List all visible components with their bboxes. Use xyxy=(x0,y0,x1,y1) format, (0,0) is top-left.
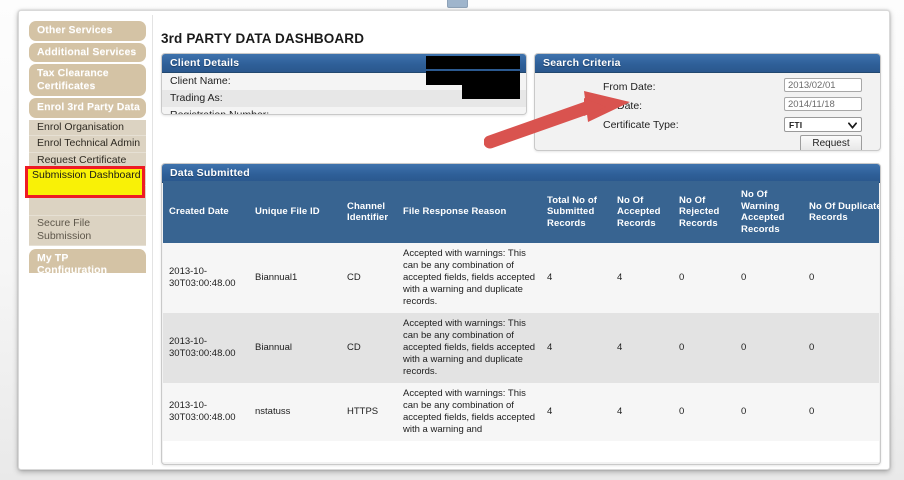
sidebar-section-other-services[interactable]: Other Services xyxy=(29,21,146,41)
search-criteria-panel-title: Search Criteria xyxy=(535,54,880,73)
sidebar-empty-area xyxy=(23,273,152,465)
cell-created-date: 2013-10-30T03:00:48.00 xyxy=(163,243,249,313)
redaction-block-client-name xyxy=(426,56,520,69)
col-created-date[interactable]: Created Date xyxy=(163,181,249,243)
cell-unique-file-id: Biannual1 xyxy=(249,243,341,313)
col-accepted-records[interactable]: No Of Accepted Records xyxy=(611,181,673,243)
sidebar-item-label: Enrol Organisation xyxy=(37,120,124,133)
cell-file-response-reason: Accepted with warnings: This can be any … xyxy=(397,383,541,441)
cell-file-response-reason: Accepted with warnings: This can be any … xyxy=(397,313,541,383)
cell-channel-identifier: CD xyxy=(341,313,397,383)
redaction-block-trading-as xyxy=(426,71,520,85)
cell-duplicated: 0 xyxy=(803,313,879,383)
cell-rejected: 0 xyxy=(673,243,735,313)
col-duplicated-records[interactable]: No Of Duplicated Records xyxy=(803,181,879,243)
cell-total-submitted: 4 xyxy=(541,243,611,313)
certificate-type-selected-value: FTI xyxy=(789,120,803,130)
cell-rejected: 0 xyxy=(673,383,735,441)
certificate-type-label: Certificate Type: xyxy=(603,119,679,131)
sidebar-item-enrol-organisation[interactable]: Enrol Organisation xyxy=(29,119,146,136)
cell-warning-accepted: 0 xyxy=(735,313,803,383)
to-date-label: To Date: xyxy=(603,100,643,112)
cell-unique-file-id: Biannual xyxy=(249,313,341,383)
from-date-input[interactable]: 2013/02/01 xyxy=(784,78,862,92)
search-criteria-panel: Search Criteria From Date: 2013/02/01 To… xyxy=(534,53,881,151)
cell-warning-accepted: 0 xyxy=(735,383,803,441)
data-submitted-table-scroll[interactable]: Created Date Unique File ID Channel Iden… xyxy=(163,181,879,462)
registration-number-label: Registration Number: xyxy=(170,109,270,115)
cell-accepted: 4 xyxy=(611,383,673,441)
sidebar-section-additional-services[interactable]: Additional Services xyxy=(29,42,146,62)
cell-unique-file-id: nstatuss xyxy=(249,383,341,441)
cell-accepted: 4 xyxy=(611,243,673,313)
certificate-type-dropdown[interactable]: FTI xyxy=(784,117,862,132)
cell-channel-identifier: CD xyxy=(341,243,397,313)
col-unique-file-id[interactable]: Unique File ID xyxy=(249,181,341,243)
cell-accepted: 4 xyxy=(611,313,673,383)
cell-rejected: 0 xyxy=(673,313,735,383)
sidebar-section-label: Tax Clearance Certificates xyxy=(37,67,109,92)
col-total-submitted-records[interactable]: Total No of Submitted Records xyxy=(541,181,611,243)
from-date-row: From Date: 2013/02/01 xyxy=(535,78,880,97)
top-window-nub xyxy=(447,0,468,8)
sidebar-item-label: Request Certificate xyxy=(37,153,127,166)
submission-dashboard-highlight-label[interactable]: Submission Dashboard xyxy=(32,169,141,181)
col-file-response-reason[interactable]: File Response Reason xyxy=(397,181,541,243)
chevron-down-icon xyxy=(848,122,857,129)
from-date-label: From Date: xyxy=(603,81,656,93)
page-title: 3rd PARTY DATA DASHBOARD xyxy=(161,31,365,46)
sidebar-section-label: Other Services xyxy=(37,24,113,36)
col-warning-accepted-records[interactable]: No Of Warning Accepted Records xyxy=(735,181,803,243)
col-channel-identifier[interactable]: Channel Identifier xyxy=(341,181,397,243)
table-body: 2013-10-30T03:00:48.00 Biannual1 CD Acce… xyxy=(163,243,879,441)
cell-created-date: 2013-10-30T03:00:48.00 xyxy=(163,313,249,383)
cell-warning-accepted: 0 xyxy=(735,243,803,313)
table-header-row: Created Date Unique File ID Channel Iden… xyxy=(163,181,879,243)
table-row[interactable]: 2013-10-30T03:00:48.00 nstatuss HTTPS Ac… xyxy=(163,383,879,441)
trading-as-label: Trading As: xyxy=(170,92,223,104)
table-head: Created Date Unique File ID Channel Iden… xyxy=(163,181,879,243)
sidebar-section-label: Additional Services xyxy=(37,45,137,58)
cell-total-submitted: 4 xyxy=(541,383,611,441)
redaction-block-registration-number xyxy=(462,85,520,99)
submission-dashboard-highlight-box xyxy=(25,166,145,198)
data-submitted-panel: Data Submitted Created Date Unique File … xyxy=(161,163,881,465)
main-content: 3rd PARTY DATA DASHBOARD Client Details … xyxy=(153,15,887,465)
data-submitted-table: Created Date Unique File ID Channel Iden… xyxy=(163,181,879,441)
sidebar-item-enrol-technical-admin[interactable]: Enrol Technical Admin xyxy=(29,136,146,153)
to-date-row: To Date: 2014/11/18 xyxy=(535,97,880,116)
sidebar-item-label: Enrol Technical Admin xyxy=(37,137,141,149)
sidebar-section-tax-clearance-certificates[interactable]: Tax Clearance Certificates xyxy=(29,64,146,96)
cell-file-response-reason: Accepted with warnings: This can be any … xyxy=(397,243,541,313)
sidebar: Other Services Additional Services Tax C… xyxy=(23,15,153,465)
to-date-input[interactable]: 2014/11/18 xyxy=(784,97,862,111)
cell-duplicated: 0 xyxy=(803,243,879,313)
client-details-panel: Client Details Client Name: Trading As: … xyxy=(161,53,527,115)
col-rejected-records[interactable]: No Of Rejected Records xyxy=(673,181,735,243)
sidebar-item-label: Secure File Submission xyxy=(37,216,92,242)
cell-created-date: 2013-10-30T03:00:48.00 xyxy=(163,383,249,441)
certificate-type-row: Certificate Type: FTI xyxy=(535,116,880,135)
trading-as-row: Trading As: xyxy=(162,90,526,107)
client-name-label: Client Name: xyxy=(170,75,231,87)
request-button[interactable]: Request xyxy=(800,135,862,150)
table-row[interactable]: 2013-10-30T03:00:48.00 Biannual CD Accep… xyxy=(163,313,879,383)
sidebar-section-label: Enrol 3rd Party Data xyxy=(37,101,140,113)
page-sheet: Other Services Additional Services Tax C… xyxy=(18,10,890,470)
cell-duplicated: 0 xyxy=(803,383,879,441)
search-criteria-body: From Date: 2013/02/01 To Date: 2014/11/1… xyxy=(535,73,880,150)
table-row[interactable]: 2013-10-30T03:00:48.00 Biannual1 CD Acce… xyxy=(163,243,879,313)
cell-total-submitted: 4 xyxy=(541,313,611,383)
sidebar-section-enrol-3rd-party-data[interactable]: Enrol 3rd Party Data xyxy=(29,98,146,118)
sidebar-item-secure-file-submission[interactable]: Secure File Submission xyxy=(29,215,146,246)
registration-number-row: Registration Number: xyxy=(162,107,526,115)
cell-channel-identifier: HTTPS xyxy=(341,383,397,441)
